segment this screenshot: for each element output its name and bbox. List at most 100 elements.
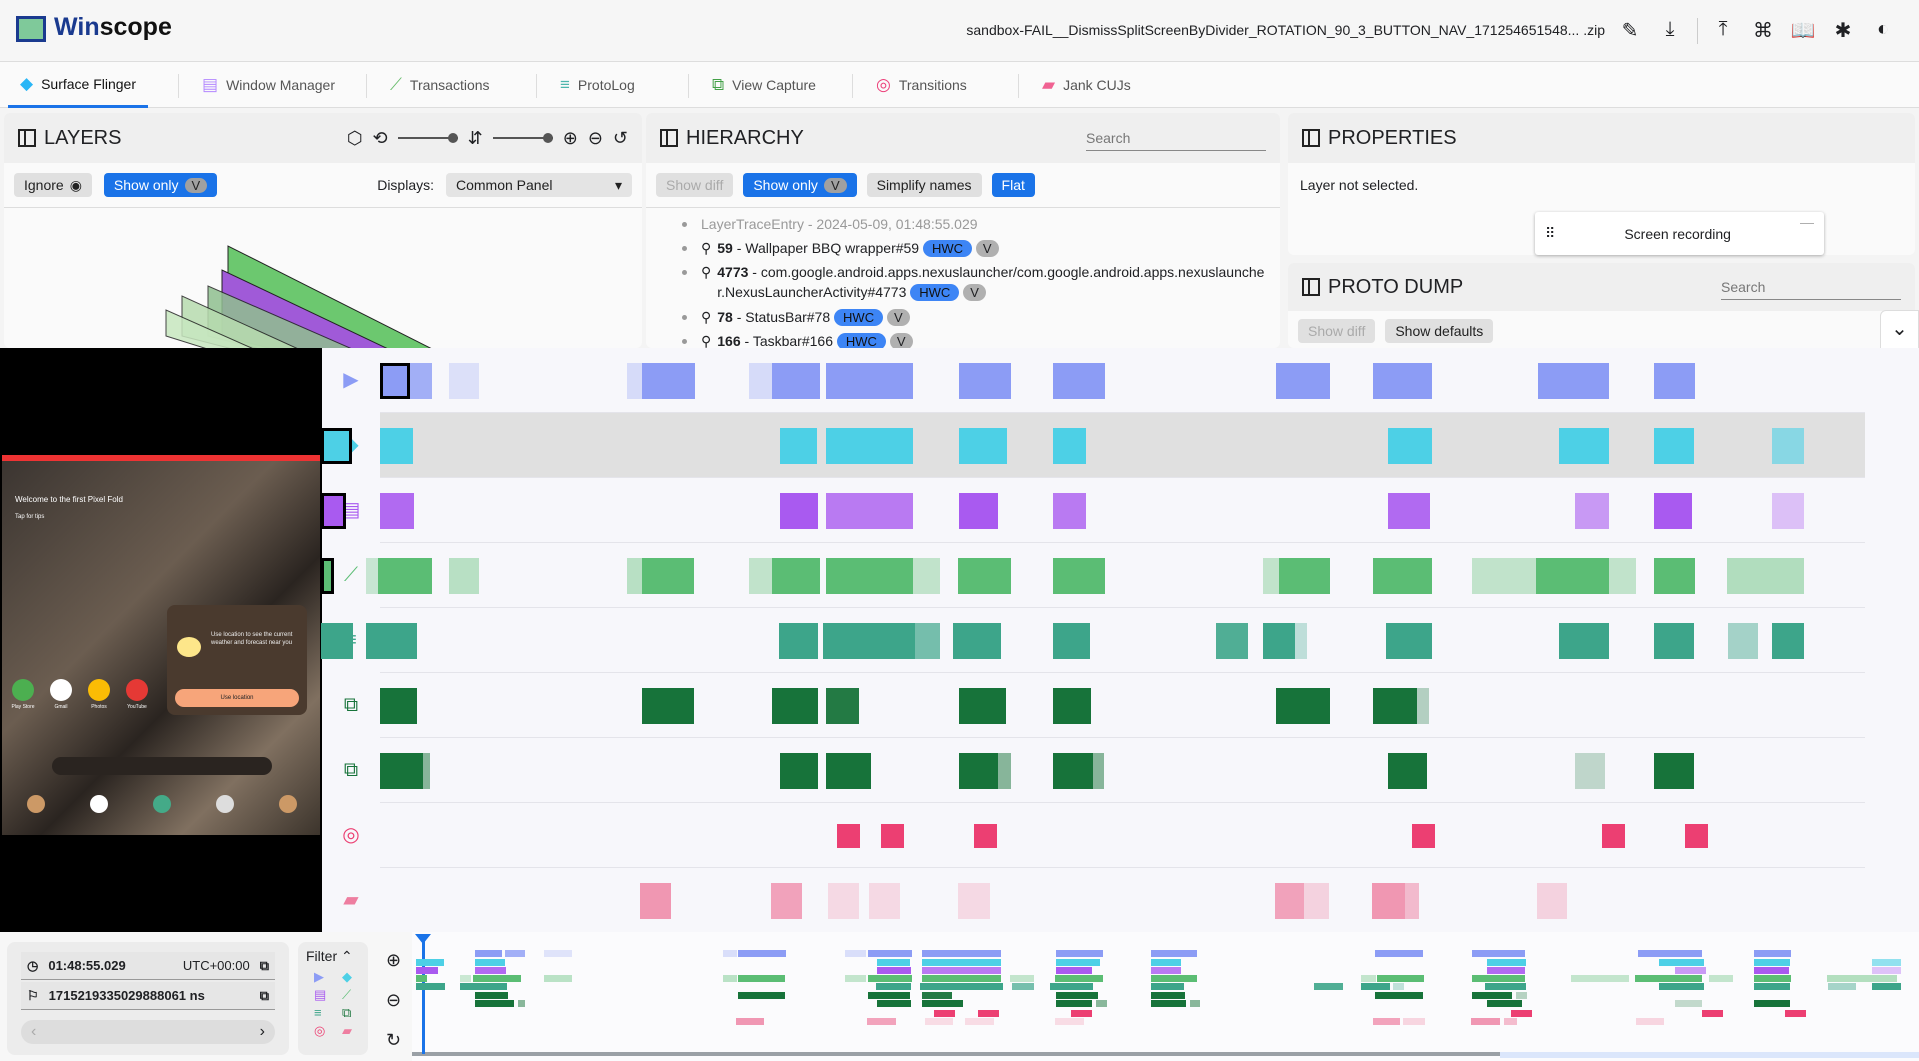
timeline-row[interactable] (380, 478, 1865, 543)
zoom-out-icon[interactable]: ⊖ (587, 127, 603, 148)
trace-entry[interactable] (1216, 622, 1248, 659)
trace-entry[interactable] (825, 752, 871, 789)
trace-entry[interactable] (912, 557, 940, 594)
trace-entry[interactable] (915, 622, 940, 659)
tree-root[interactable]: LayerTraceEntry - 2024-05-09, 01:48:55.0… (682, 212, 1280, 236)
zoom-in-icon[interactable]: ⊕ (562, 127, 578, 148)
trace-entry[interactable] (1262, 557, 1279, 594)
trace-entry[interactable] (957, 557, 1011, 594)
trace-entry[interactable] (1372, 362, 1432, 399)
minimize-icon[interactable]: — (1800, 214, 1814, 230)
tab-transactions[interactable]: ⟋ Transactions (378, 62, 502, 108)
timeline[interactable]: ▶◆▤⟋≡⧉⧉◎▰ (321, 348, 1919, 933)
timeline-row[interactable] (380, 413, 1865, 478)
trace-entry[interactable] (1654, 492, 1693, 529)
trace-entry[interactable] (1372, 557, 1432, 594)
filter-transactions-icon[interactable]: ⟋ (342, 987, 352, 1002)
filter-protolog-icon[interactable]: ≡ (314, 1005, 322, 1020)
screen-recording-dialog[interactable]: ⠿ Screen recording — (1535, 212, 1824, 255)
trace-entry[interactable] (377, 557, 432, 594)
trace-entry[interactable] (1387, 752, 1427, 789)
tab-view-capture[interactable]: ⧉ View Capture (700, 62, 828, 108)
trace-entry[interactable] (1609, 557, 1636, 594)
show-defaults-button[interactable]: Show defaults (1385, 319, 1494, 343)
trace-entry[interactable] (1294, 622, 1307, 659)
trace-entry[interactable] (953, 622, 1001, 659)
selection-range[interactable] (1500, 1052, 1919, 1058)
trace-entry[interactable] (1771, 622, 1804, 659)
trace-entry[interactable] (828, 882, 859, 919)
trace-entry[interactable] (748, 362, 772, 399)
shortcut-icon[interactable]: ⌘ (1753, 20, 1773, 42)
collapse-icon[interactable] (1302, 278, 1320, 296)
trace-entry[interactable] (1538, 362, 1610, 399)
trace-entry[interactable] (1053, 622, 1091, 659)
trace-entry[interactable] (825, 362, 913, 399)
docs-icon[interactable]: 📖 (1790, 20, 1816, 42)
pin-icon[interactable]: ⚲ (701, 239, 712, 256)
trace-entry[interactable] (642, 362, 695, 399)
trace-entry[interactable] (321, 427, 353, 464)
trace-entry[interactable] (1276, 362, 1330, 399)
trace-entry[interactable] (771, 362, 820, 399)
collapse-icon[interactable] (660, 129, 678, 147)
trace-entry[interactable] (639, 882, 672, 919)
trace-entry[interactable] (825, 427, 913, 464)
trace-entry[interactable] (627, 362, 643, 399)
trace-entry[interactable] (825, 557, 913, 594)
trace-entry[interactable] (959, 752, 999, 789)
trace-entry[interactable] (1412, 823, 1436, 848)
trace-entry[interactable] (1536, 882, 1568, 919)
trace-entry[interactable] (380, 752, 424, 789)
show-diff-button[interactable]: Show diff (656, 173, 734, 197)
trace-entry[interactable] (1654, 427, 1694, 464)
tree-node[interactable]: ⚲ 4773 - com.google.android.apps.nexuslau… (682, 260, 1280, 305)
tab-jank-cujs[interactable]: ▰ Jank CUJs (1030, 62, 1143, 108)
trace-entry[interactable] (1053, 687, 1092, 724)
trace-entry[interactable] (1371, 882, 1405, 919)
trace-entry[interactable] (825, 687, 859, 724)
trace-entry[interactable] (1053, 557, 1105, 594)
pin-icon[interactable]: ⚲ (701, 264, 712, 280)
copy-icon[interactable]: ⧉ (259, 987, 269, 1003)
use-location-button[interactable]: Use location (175, 689, 299, 707)
trace-entry[interactable] (1558, 427, 1610, 464)
playhead-marker[interactable] (415, 934, 431, 944)
trace-entry[interactable] (1535, 557, 1610, 594)
tree-node[interactable]: ⚲ 166 - Taskbar#166 HWC V (682, 329, 1280, 348)
trace-entry[interactable] (959, 687, 1006, 724)
trace-entry[interactable] (1053, 427, 1087, 464)
trace-entry[interactable] (1304, 882, 1329, 919)
rotate-icon[interactable]: ⟲ (372, 127, 388, 148)
show-only-button[interactable]: Show only V (103, 173, 218, 197)
edit-icon[interactable]: ✎ (1621, 20, 1639, 42)
trace-entry[interactable] (780, 427, 818, 464)
tab-transitions[interactable]: ◎ Transitions (864, 62, 979, 108)
trace-entry[interactable] (780, 752, 819, 789)
trace-entry[interactable] (1654, 362, 1695, 399)
filter-jank-icon[interactable]: ▰ (342, 1023, 352, 1038)
trace-entry[interactable] (959, 427, 1007, 464)
trace-entry[interactable] (1262, 622, 1295, 659)
trace-entry[interactable] (825, 492, 913, 529)
trace-entry[interactable] (409, 362, 432, 399)
next-entry-button[interactable]: › (259, 1023, 265, 1040)
trace-entry[interactable] (771, 557, 820, 594)
trace-entry[interactable] (1372, 687, 1417, 724)
timeline-row[interactable] (380, 868, 1865, 933)
trace-entry[interactable] (1053, 362, 1105, 399)
trace-entry[interactable] (1654, 752, 1694, 789)
timeline-scrollbar[interactable] (412, 1052, 1919, 1056)
tab-protolog[interactable]: ≡ ProtoLog (548, 62, 647, 108)
chevron-up-icon[interactable]: ⌃ (341, 948, 353, 964)
timeline-row[interactable] (380, 543, 1865, 608)
timeline-row[interactable] (380, 803, 1865, 868)
time-input[interactable]: 01:48:55.029 (48, 958, 126, 973)
trace-entry[interactable] (627, 557, 643, 594)
trace-entry[interactable] (1278, 557, 1330, 594)
drag-handle-icon[interactable]: ⠿ (1545, 225, 1556, 241)
pin-icon[interactable]: ⚲ (701, 308, 712, 325)
reset-zoom-icon[interactable]: ↻ (386, 1030, 402, 1050)
pin-icon[interactable]: ⚲ (701, 332, 712, 349)
trace-entry[interactable] (880, 823, 905, 848)
